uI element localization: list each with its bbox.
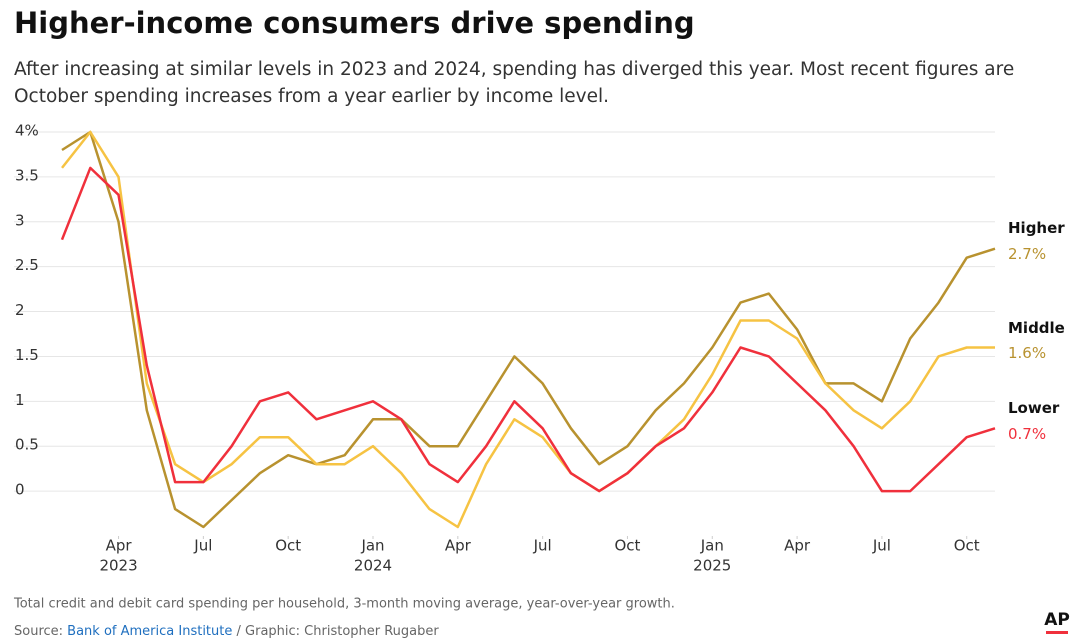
note: Total credit and debit card spending per…	[13, 597, 675, 612]
logo: AP	[1044, 610, 1070, 630]
line-middle	[61, 130, 995, 529]
source-link[interactable]: Bank of America Institute	[67, 624, 232, 639]
legend-label: Lower	[1008, 399, 1060, 417]
subtitle: After increasing at similar levels in 20…	[14, 59, 1014, 80]
x-tick-year: 2025	[693, 557, 731, 575]
x-tick-label: Jan	[360, 537, 384, 555]
x-tick-label: Jul	[193, 537, 212, 555]
x-tick-label: Jul	[872, 537, 891, 555]
source-label: Source:	[14, 624, 63, 639]
subtitle: October spending increases from a year e…	[14, 86, 609, 107]
x-tick-label: Apr	[106, 537, 133, 555]
end-value-label: 1.6%	[1008, 344, 1046, 362]
end-value-label: 0.7%	[1008, 425, 1046, 443]
source-line: Source: Bank of America Institute / Grap…	[14, 624, 439, 639]
x-tick-label: Jan	[700, 537, 724, 555]
line-lower	[60, 166, 996, 493]
x-tick-label: Oct	[275, 537, 301, 555]
credit: / Graphic: Christopher Rugaber	[237, 624, 440, 639]
y-tick-label: 2	[15, 301, 25, 319]
x-tick-label: Oct	[614, 537, 640, 555]
legend-label: Middle	[1008, 319, 1065, 337]
chart-title: Higher-income consumers drive spending	[14, 6, 695, 40]
x-tick-label: Jul	[533, 537, 552, 555]
y-tick-label: 3.5	[15, 166, 39, 184]
y-tick-label: 0.5	[15, 436, 39, 454]
x-tick-year: 2023	[99, 557, 137, 575]
y-tick-label: 2.5	[15, 256, 39, 274]
y-tick-label: 1.5	[15, 346, 39, 364]
y-tick-label: 3	[15, 211, 25, 229]
x-tick-label: Oct	[954, 537, 980, 555]
y-tick-label: 1	[15, 391, 25, 409]
legend-label: Higher	[1008, 219, 1065, 237]
x-tick-year: 2024	[354, 557, 392, 575]
logo-underline	[1046, 631, 1068, 634]
y-tick-label: 0	[15, 481, 25, 499]
y-tick-label: 4%	[15, 122, 39, 140]
end-value-label: 2.7%	[1008, 245, 1046, 263]
x-tick-label: Apr	[445, 537, 472, 555]
line-higher	[61, 130, 996, 529]
x-tick-label: Apr	[784, 537, 811, 555]
